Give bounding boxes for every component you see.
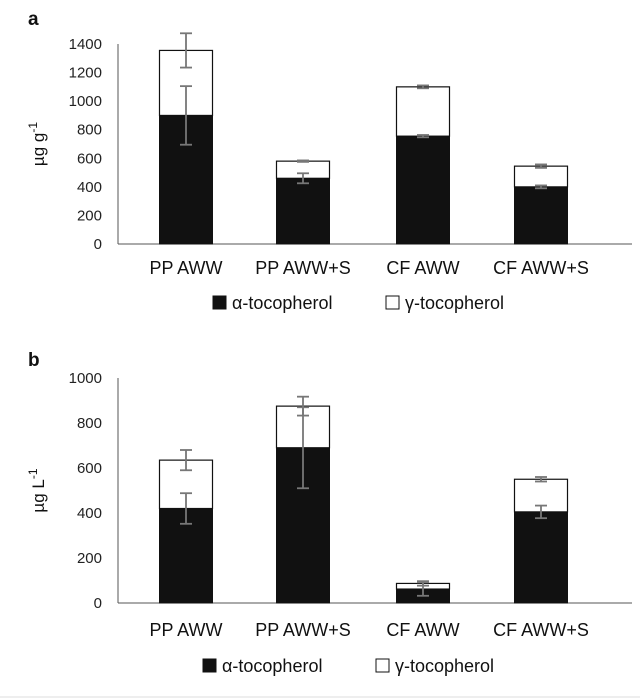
y-tick-label: 1400	[69, 36, 102, 53]
x-category-label: PP AWW+S	[255, 620, 351, 640]
y-tick-label: 800	[77, 122, 102, 139]
y-axis-label: µg L-1	[26, 468, 48, 512]
y-tick-label: 1000	[69, 370, 102, 387]
x-category-label: CF AWW+S	[493, 620, 589, 640]
bar-alpha-tocopherol	[514, 511, 568, 604]
y-tick-label: 800	[77, 415, 102, 432]
y-axis-label-superscript: -1	[26, 122, 40, 133]
y-axis-label-superscript: -1	[26, 468, 40, 479]
y-axis-label-text: µg L	[29, 479, 48, 512]
y-tick-label: 200	[77, 550, 102, 567]
y-axis-label: µg g-1	[26, 122, 48, 166]
bar-alpha-tocopherol	[514, 186, 568, 245]
x-category-label: PP AWW	[149, 258, 222, 278]
y-tick-label: 0	[94, 595, 102, 612]
legend-swatch-alpha	[212, 295, 227, 310]
x-category-label: CF AWW	[386, 620, 459, 640]
bar-alpha-tocopherol	[276, 177, 330, 245]
y-tick-label: 0	[94, 236, 102, 253]
y-tick-label: 1200	[69, 65, 102, 82]
panel-label: b	[28, 350, 40, 371]
chart-panel-a: a µg g-1 0 200 400 600 800 1000 1200 1400 PP AWW PP…	[26, 9, 632, 313]
legend-label-gamma: γ-tocopherol	[405, 293, 504, 313]
legend-label-alpha: α-tocopherol	[232, 293, 332, 313]
y-tick-label: 400	[77, 179, 102, 196]
x-category-label: PP AWW	[149, 620, 222, 640]
y-tick-label: 200	[77, 207, 102, 224]
y-tick-label: 600	[77, 150, 102, 167]
legend-swatch-gamma	[385, 295, 400, 310]
legend-label-alpha: α-tocopherol	[222, 656, 322, 676]
panel-label: a	[28, 9, 39, 30]
legend-swatch-alpha	[202, 658, 217, 673]
legend-swatch-gamma	[375, 658, 390, 673]
x-category-label: PP AWW+S	[255, 258, 351, 278]
y-tick-label: 400	[77, 505, 102, 522]
y-tick-label: 600	[77, 460, 102, 477]
x-category-label: CF AWW	[386, 258, 459, 278]
bar-alpha-tocopherol	[396, 135, 450, 245]
y-tick-label: 1000	[69, 93, 102, 110]
chart-panel-b: b µg L-1 0 200 400 600 800 1000 PP AWW PP AWW+S CF…	[26, 350, 632, 676]
x-category-label: CF AWW+S	[493, 258, 589, 278]
legend-label-gamma: γ-tocopherol	[395, 656, 494, 676]
y-axis-label-text: µg g	[29, 133, 48, 166]
bar-gamma-tocopherol	[513, 165, 569, 188]
bar-gamma-tocopherol	[395, 86, 451, 137]
